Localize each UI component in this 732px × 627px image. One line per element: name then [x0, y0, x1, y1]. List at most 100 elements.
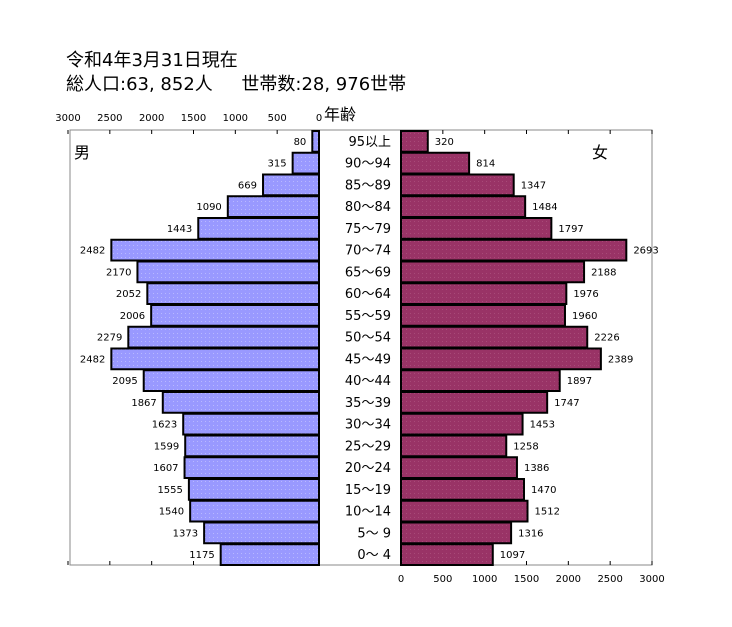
male-axis-tick-label: 0	[316, 113, 322, 124]
age-group-label: 60～64	[345, 287, 391, 302]
male-axis-tick-label: 2500	[97, 113, 122, 124]
male-bar	[110, 347, 320, 371]
male-bar	[189, 499, 320, 523]
male-value-label: 80	[294, 137, 307, 148]
female-value-label: 1453	[530, 420, 555, 431]
male-bar	[197, 217, 320, 240]
female-axis-tick-label: 1500	[514, 574, 539, 585]
age-group-label: 0～ 4	[357, 548, 391, 563]
female-value-label: 1747	[554, 398, 579, 409]
male-value-label: 669	[238, 180, 257, 191]
male-bar	[311, 130, 321, 153]
age-group-label: 15～19	[345, 483, 391, 498]
female-bar	[400, 173, 515, 197]
age-group-label: 50～54	[345, 331, 391, 346]
age-group-label: 80～84	[345, 200, 391, 215]
female-bar	[400, 369, 561, 392]
male-value-label: 1607	[153, 463, 178, 474]
male-bar	[182, 412, 320, 436]
age-group-label: 35～39	[345, 396, 391, 411]
female-value-label: 1347	[521, 180, 546, 191]
male-axis-tick-label: 500	[268, 113, 287, 124]
age-group-label: 55～59	[345, 309, 391, 324]
male-value-label: 1090	[196, 202, 221, 213]
male-value-label: 2170	[106, 267, 131, 278]
household-count: 世帯数:28, 976世帯	[241, 74, 407, 95]
male-value-label: 2052	[116, 289, 141, 300]
female-label: 女	[592, 143, 608, 162]
female-value-label: 1097	[500, 550, 525, 561]
male-bar	[136, 260, 320, 284]
female-value-label: 320	[435, 137, 454, 148]
population-summary: 総人口:63, 852人 世帯数:28, 976世帯	[66, 70, 406, 96]
age-group-label: 85～89	[345, 178, 391, 193]
female-bar	[400, 499, 529, 523]
female-bar	[400, 521, 513, 545]
female-bar	[400, 478, 525, 501]
female-bar	[400, 325, 589, 349]
female-bar	[400, 217, 553, 240]
age-group-label: 45～49	[345, 352, 391, 367]
female-bar	[400, 347, 602, 371]
female-axis-tick-label: 3000	[639, 574, 664, 585]
age-group-label: 40～44	[345, 374, 391, 389]
age-group-label: 20～24	[345, 461, 391, 476]
male-bar	[219, 543, 320, 566]
age-group-label: 10～14	[345, 505, 391, 520]
male-axis-tick-label: 1500	[181, 113, 206, 124]
male-value-label: 1540	[159, 507, 184, 518]
female-value-label: 1960	[572, 311, 597, 322]
age-group-label: 5～ 9	[357, 526, 391, 541]
male-value-label: 2482	[80, 246, 105, 257]
female-axis-tick-label: 1000	[472, 574, 497, 585]
female-bar	[400, 238, 628, 262]
male-value-label: 1555	[157, 485, 182, 496]
male-axis-tick-label: 3000	[55, 113, 80, 124]
female-bar	[400, 195, 527, 218]
age-group-label: 90～94	[345, 157, 391, 172]
female-axis-tick-label: 2000	[556, 574, 581, 585]
male-bar	[161, 391, 320, 414]
male-bar	[127, 325, 320, 349]
female-value-label: 2389	[608, 354, 633, 365]
female-bar	[400, 151, 471, 175]
male-value-label: 1599	[154, 441, 179, 452]
female-value-label: 1512	[535, 507, 560, 518]
female-value-label: 2226	[594, 333, 619, 344]
female-bar	[400, 260, 586, 284]
male-bar	[146, 282, 320, 305]
male-value-label: 1867	[131, 398, 156, 409]
female-value-label: 814	[476, 159, 495, 170]
female-value-label: 2188	[591, 267, 616, 278]
male-bar	[262, 173, 321, 197]
female-value-label: 1484	[532, 202, 557, 213]
age-group-label: 25～29	[345, 439, 391, 454]
age-group-label: 70～74	[345, 244, 391, 259]
age-group-label: 75～79	[345, 222, 391, 237]
male-bar	[184, 434, 320, 458]
male-value-label: 1175	[189, 550, 214, 561]
female-axis-tick-label: 2500	[597, 574, 622, 585]
male-bar	[187, 478, 320, 501]
female-bar	[400, 130, 429, 153]
female-bar	[400, 434, 508, 458]
female-value-label: 1797	[558, 224, 583, 235]
age-group-label: 65～69	[345, 265, 391, 280]
female-bar	[400, 304, 566, 327]
female-bar	[400, 543, 494, 566]
male-bar	[110, 238, 320, 262]
female-value-label: 1976	[573, 289, 598, 300]
female-bar	[400, 412, 524, 436]
male-bar	[291, 151, 320, 175]
male-bar	[183, 456, 320, 479]
male-value-label: 1623	[152, 420, 177, 431]
male-value-label: 315	[268, 159, 287, 170]
male-bar	[150, 304, 320, 327]
male-axis-tick-label: 1000	[223, 113, 248, 124]
female-value-label: 1897	[567, 376, 592, 387]
female-bar	[400, 391, 549, 414]
male-value-label: 2279	[97, 333, 122, 344]
female-bar	[400, 456, 518, 479]
